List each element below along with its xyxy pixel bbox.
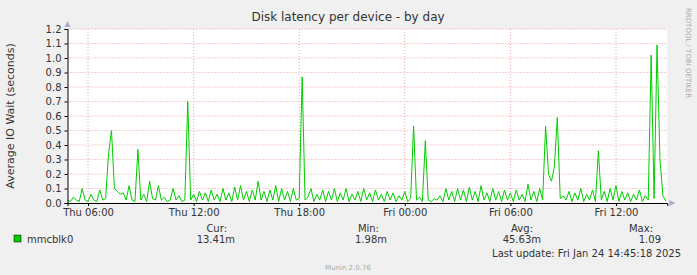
watermark: RRDTOOL / TOBI OETIKER	[684, 8, 692, 98]
x-tick: Fri 06:00	[489, 203, 533, 218]
series-line	[68, 45, 666, 202]
x-tick: Thu 18:00	[273, 203, 325, 218]
y-tick-label: 0.8	[46, 82, 62, 93]
y-tick: 1.1	[46, 38, 68, 49]
legend: Cur: Min: Avg: Max: mmcblk0 13.41m 1.98m 45.63m…	[14, 223, 661, 245]
y-tick: 0.1	[46, 183, 68, 194]
y-tick-mark	[65, 145, 68, 146]
x-tick-label: Fri 06:00	[489, 207, 533, 218]
legend-label: mmcblk0	[27, 234, 73, 245]
y-tick-mark	[65, 44, 68, 45]
legend-swatch	[14, 235, 21, 242]
x-axis-line	[68, 204, 668, 207]
y-tick-mark	[65, 131, 68, 132]
y-grid-line	[68, 174, 668, 175]
y-tick-mark	[65, 160, 68, 161]
y-tick-label: 1.2	[46, 24, 62, 35]
stat-value: 1.98m	[355, 234, 387, 245]
y-tick: 0.7	[46, 96, 68, 107]
x-tick-label: Thu 18:00	[273, 207, 325, 218]
x-tick-label: Fri 00:00	[383, 207, 427, 218]
grid	[68, 29, 668, 203]
stat-header: Min:	[358, 223, 379, 234]
title: Disk latency per device - by day	[251, 10, 444, 24]
y-tick-mark	[65, 116, 68, 117]
y-tick-mark	[65, 87, 68, 88]
y-tick-label: 0.3	[46, 154, 62, 165]
y-tick-mark	[65, 189, 68, 190]
series-group	[68, 45, 666, 202]
y-grid-line	[68, 116, 668, 117]
y-tick: 0.3	[46, 154, 68, 165]
x-grid-line	[615, 29, 616, 203]
y-axis: 0.0 0.1 0.2 0.3 0.4 0.5 0.6 0.7 0.8 0.9 1.0 1.1 1.2	[46, 24, 68, 209]
stat-header: Cur:	[206, 223, 227, 234]
x-tick-mark	[194, 203, 195, 206]
y-tick-label: 0.4	[46, 140, 62, 151]
y-axis-arrow	[65, 21, 71, 27]
x-tick-label: Fri 12:00	[595, 207, 639, 218]
stat-value: 45.63m	[503, 234, 541, 245]
x-tick-mark	[299, 203, 300, 206]
y-grid-line	[68, 72, 668, 73]
x-tick: Fri 12:00	[595, 203, 639, 218]
chart: Disk latency per device - by day Average …	[0, 0, 697, 275]
y-grid-line	[68, 159, 668, 160]
y-tick-label: 0.0	[46, 198, 62, 209]
x-tick-mark	[510, 203, 511, 206]
y-tick-mark	[65, 102, 68, 103]
x-grid-line	[510, 29, 511, 203]
y-tick-mark	[65, 73, 68, 74]
x-tick-mark	[616, 203, 617, 206]
x-tick: Thu 12:00	[168, 203, 220, 218]
y-grid-line	[68, 43, 668, 44]
x-tick: Fri 00:00	[383, 203, 427, 218]
y-tick-label: 0.9	[46, 67, 62, 78]
y-grid-line	[68, 145, 668, 146]
stat-value: 13.41m	[197, 234, 235, 245]
y-grid-line	[68, 29, 668, 30]
x-tick-label: Thu 12:00	[168, 207, 220, 218]
x-tick-mark	[88, 203, 89, 206]
y-tick-mark	[65, 203, 68, 204]
y-grid-line	[68, 101, 668, 102]
x-axis-arrow	[669, 200, 675, 206]
y-axis-title: Average IO Wait (seconds)	[4, 43, 17, 188]
y-grid-line	[68, 130, 668, 131]
y-tick-label: 0.6	[46, 111, 62, 122]
y-tick: 1.2	[46, 24, 68, 35]
x-grid-line	[193, 29, 194, 203]
y-tick-label: 1.0	[46, 53, 62, 64]
y-tick-mark	[65, 174, 68, 175]
y-axis-line	[65, 30, 69, 204]
y-tick-label: 0.5	[46, 125, 62, 136]
last-update: Last update: Fri Jan 24 14:45:18 2025	[492, 248, 681, 259]
y-tick-mark	[65, 29, 68, 30]
y-tick-label: 0.1	[46, 183, 62, 194]
y-tick: 0.2	[46, 169, 68, 180]
y-tick: 0.4	[46, 140, 68, 151]
x-grid-line	[88, 29, 89, 203]
x-tick: Thu 06:00	[62, 203, 114, 218]
y-tick-label: 1.1	[46, 38, 62, 49]
y-tick: 0.9	[46, 67, 68, 78]
y-tick: 1.0	[46, 53, 68, 64]
stat-value: 1.09	[639, 234, 661, 245]
plot-area	[68, 29, 668, 203]
y-tick-mark	[65, 58, 68, 59]
y-tick-label: 0.7	[46, 96, 62, 107]
x-tick-mark	[405, 203, 406, 206]
x-tick-label: Thu 06:00	[62, 207, 114, 218]
x-grid-line	[404, 29, 405, 203]
y-tick: 0.5	[46, 125, 68, 136]
y-tick: 0.8	[46, 82, 68, 93]
stat-header: Max:	[629, 223, 653, 234]
y-grid-line	[68, 87, 668, 88]
footer: Munin 2.0.76	[325, 264, 371, 272]
x-axis: Thu 06:00 Thu 12:00 Thu 18:00 Fri 00:00 Fri …	[62, 203, 668, 218]
y-tick-label: 0.2	[46, 169, 62, 180]
y-grid-line	[68, 58, 668, 59]
y-tick: 0.6	[46, 111, 68, 122]
stat-header: Avg:	[511, 223, 533, 234]
